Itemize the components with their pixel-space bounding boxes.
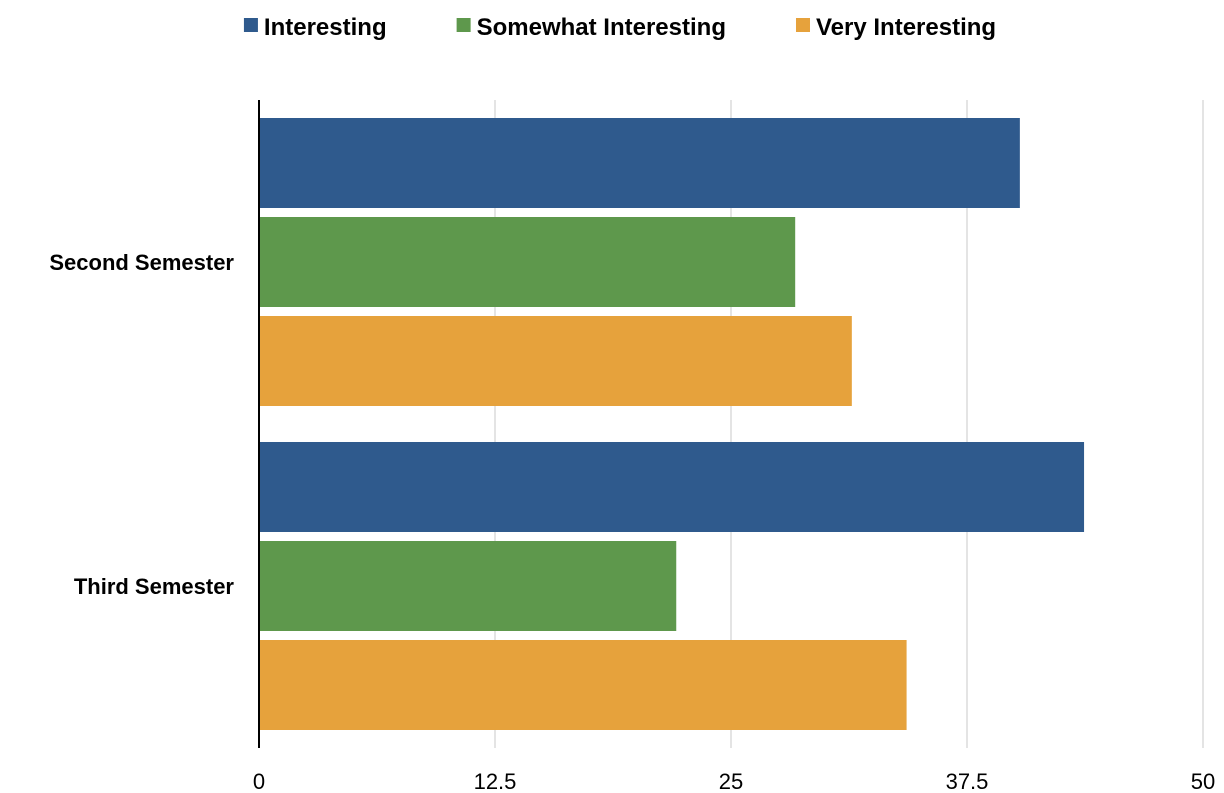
legend-label-interesting: Interesting: [264, 14, 387, 41]
category-label: Third Semester: [74, 574, 235, 599]
tick-labels: 0 12.5 25 37.5 50: [253, 769, 1215, 793]
bar-third-semester-somewhat-interesting: [259, 541, 677, 631]
category-label: Second Semester: [49, 250, 234, 275]
x-tick-label: 25: [719, 769, 743, 793]
legend-swatch-interesting: [243, 18, 258, 32]
legend-swatch-somewhat-interesting: [456, 18, 471, 32]
legend-label-very-interesting: Very Interesting: [816, 14, 996, 41]
legend-swatch-very-interesting: [795, 18, 810, 32]
x-tick-label: 50: [1191, 769, 1215, 793]
category-labels: Second Semester Third Semester: [49, 250, 234, 599]
bar-third-semester-interesting: [259, 442, 1085, 532]
bar-second-semester-interesting: [259, 118, 1020, 208]
legend: Interesting Somewhat Interesting Very Inte…: [243, 14, 996, 41]
bar-second-semester-somewhat-interesting: [259, 217, 796, 307]
bars: [259, 118, 1085, 730]
x-tick-label: 12.5: [474, 769, 517, 793]
bar-third-semester-very-interesting: [259, 640, 907, 730]
bar-second-semester-very-interesting: [259, 316, 852, 406]
x-tick-label: 37.5: [946, 769, 989, 793]
x-tick-label: 0: [253, 769, 265, 793]
legend-label-somewhat-interesting: Somewhat Interesting: [477, 14, 726, 41]
